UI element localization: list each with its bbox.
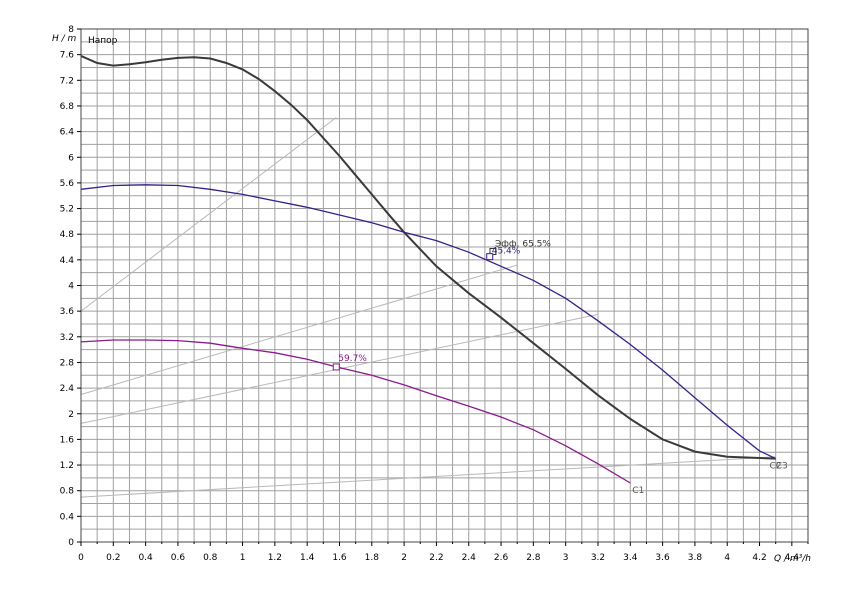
x-tick-label: 0: [78, 553, 84, 563]
series-c1-end-label: C1: [632, 486, 644, 496]
x-tick-label: 0.8: [203, 553, 218, 563]
series-c2-line: [80, 184, 776, 460]
x-tick-label: 2: [401, 553, 407, 563]
chart-title: Напор: [88, 36, 118, 46]
x-tick-label: 3: [563, 553, 569, 563]
x-tick-label: 3.4: [623, 553, 638, 563]
x-tick-label: 2.4: [462, 553, 477, 563]
x-tick-label: 3.2: [591, 553, 605, 563]
y-tick-label: 2.8: [60, 358, 75, 368]
y-tick-label: 5.6: [60, 179, 75, 189]
x-tick-label: 3.8: [688, 553, 703, 563]
y-tick-label: 1.6: [60, 435, 75, 445]
y-tick-label: 0: [68, 538, 74, 548]
y-tick-label: 4.8: [60, 230, 75, 240]
x-tick-label: 1: [240, 553, 246, 563]
y-tick-label: 8: [68, 25, 74, 35]
system-curve-2: [80, 264, 518, 395]
x-tick-label: 1.6: [332, 553, 347, 563]
y-tick-label: 0.4: [60, 512, 75, 522]
op-c2-marker: [486, 253, 494, 261]
series-c3-line: [80, 54, 776, 460]
x-axis-label: Q / m³/h: [774, 554, 811, 564]
y-tick-label: 3.2: [60, 333, 74, 343]
op-c1-efficiency-label: 59.7%: [338, 354, 367, 364]
y-tick-label: 7.2: [60, 76, 74, 86]
y-tick-label: 6.8: [60, 102, 75, 112]
op-c1-marker: [332, 363, 340, 371]
x-tick-label: 0.6: [171, 553, 186, 563]
x-tick-label: 1.2: [268, 553, 282, 563]
x-tick-label: 0.2: [106, 553, 120, 563]
x-tick-label: 2.2: [429, 553, 443, 563]
system-curve-4: [80, 456, 776, 498]
x-tick-label: 2.8: [526, 553, 541, 563]
reference-lines: [80, 117, 776, 498]
y-tick-label: 0.8: [60, 487, 75, 497]
series-group: [80, 54, 776, 484]
axes: 0 0.2 0.4 0.6 0.8 1 1.2 1.4 1.6 1.8 2 2.2 2.4 2.6 2.8 3…: [60, 25, 809, 563]
x-tick-label: 0.4: [138, 553, 153, 563]
x-tick-label: 2.6: [494, 553, 509, 563]
x-tick-label: 3.6: [655, 553, 670, 563]
system-curve-1: [80, 117, 337, 312]
x-tick-label: 4: [724, 553, 730, 563]
y-tick-label: 6.4: [60, 128, 75, 138]
y-axis-label: H / m: [52, 34, 77, 44]
y-tick-label: 5.2: [60, 205, 74, 215]
y-tick-label: 1.2: [60, 461, 74, 471]
series-c2-end-label: C2: [769, 462, 781, 472]
y-tick-label: 4.4: [60, 256, 75, 266]
y-tick-label: 4: [68, 282, 74, 292]
grid: [80, 28, 809, 543]
y-tick-label: 2.4: [60, 384, 75, 394]
x-tick-label: 1.8: [365, 553, 380, 563]
op-c3-efficiency-label: Эфф. 65.5%: [495, 240, 551, 250]
y-tick-label: 6: [68, 153, 74, 163]
x-tick-label: 1.4: [300, 553, 315, 563]
y-tick-label: 7.6: [60, 51, 75, 61]
y-tick-label: 2: [68, 410, 74, 420]
y-tick-label: 3.6: [60, 307, 75, 317]
x-tick-label: 4.4: [785, 553, 800, 563]
op-c2-efficiency-label: 45.4%: [492, 247, 521, 257]
series-c1-line: [80, 339, 631, 484]
series-c3-end-label: C3: [776, 462, 788, 472]
x-tick-label: 4.2: [752, 553, 766, 563]
